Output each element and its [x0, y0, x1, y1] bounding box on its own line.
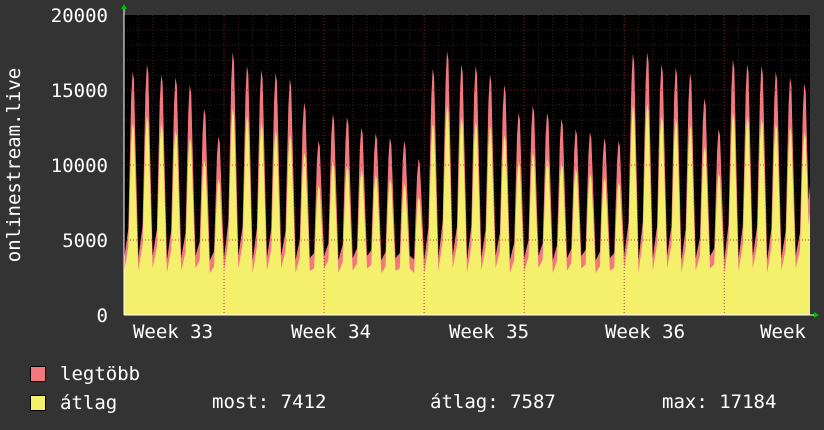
y-tick-label: 15000 [51, 80, 108, 102]
stat-average: átlag: 7587 [430, 391, 556, 413]
x-tick-label: Week 33 [133, 321, 213, 343]
legend-label-avg: átlag [60, 392, 118, 414]
chart: 20000 15000 10000 5000 0 Week 33 Week 34 Week 3… [3, 4, 819, 343]
stat-max: max: 17184 [662, 391, 777, 413]
series-area-avg [124, 104, 810, 315]
y-tick-label: 20000 [51, 5, 108, 27]
y-tick-label: 5000 [62, 230, 108, 252]
x-tick-label: Week 35 [449, 321, 529, 343]
y-tick-label: 0 [97, 305, 108, 327]
y-tick-label: 10000 [51, 155, 108, 177]
legend-swatch-max [30, 366, 46, 382]
y-axis-arrow [121, 4, 127, 9]
stat-current: most: 7412 [212, 391, 327, 413]
legend-item-avg: átlag [30, 391, 117, 415]
x-axis-arrow [814, 312, 819, 318]
legend-swatch-avg [30, 395, 46, 411]
x-tick-label: Week 36 [605, 321, 685, 343]
x-tick-label: Week 34 [291, 321, 371, 343]
legend-item-max: legtöbb [30, 362, 140, 386]
x-tick-label: Week [760, 321, 806, 343]
legend-label-max: legtöbb [60, 363, 141, 385]
y-axis-label: onlinestream.live [3, 68, 25, 262]
